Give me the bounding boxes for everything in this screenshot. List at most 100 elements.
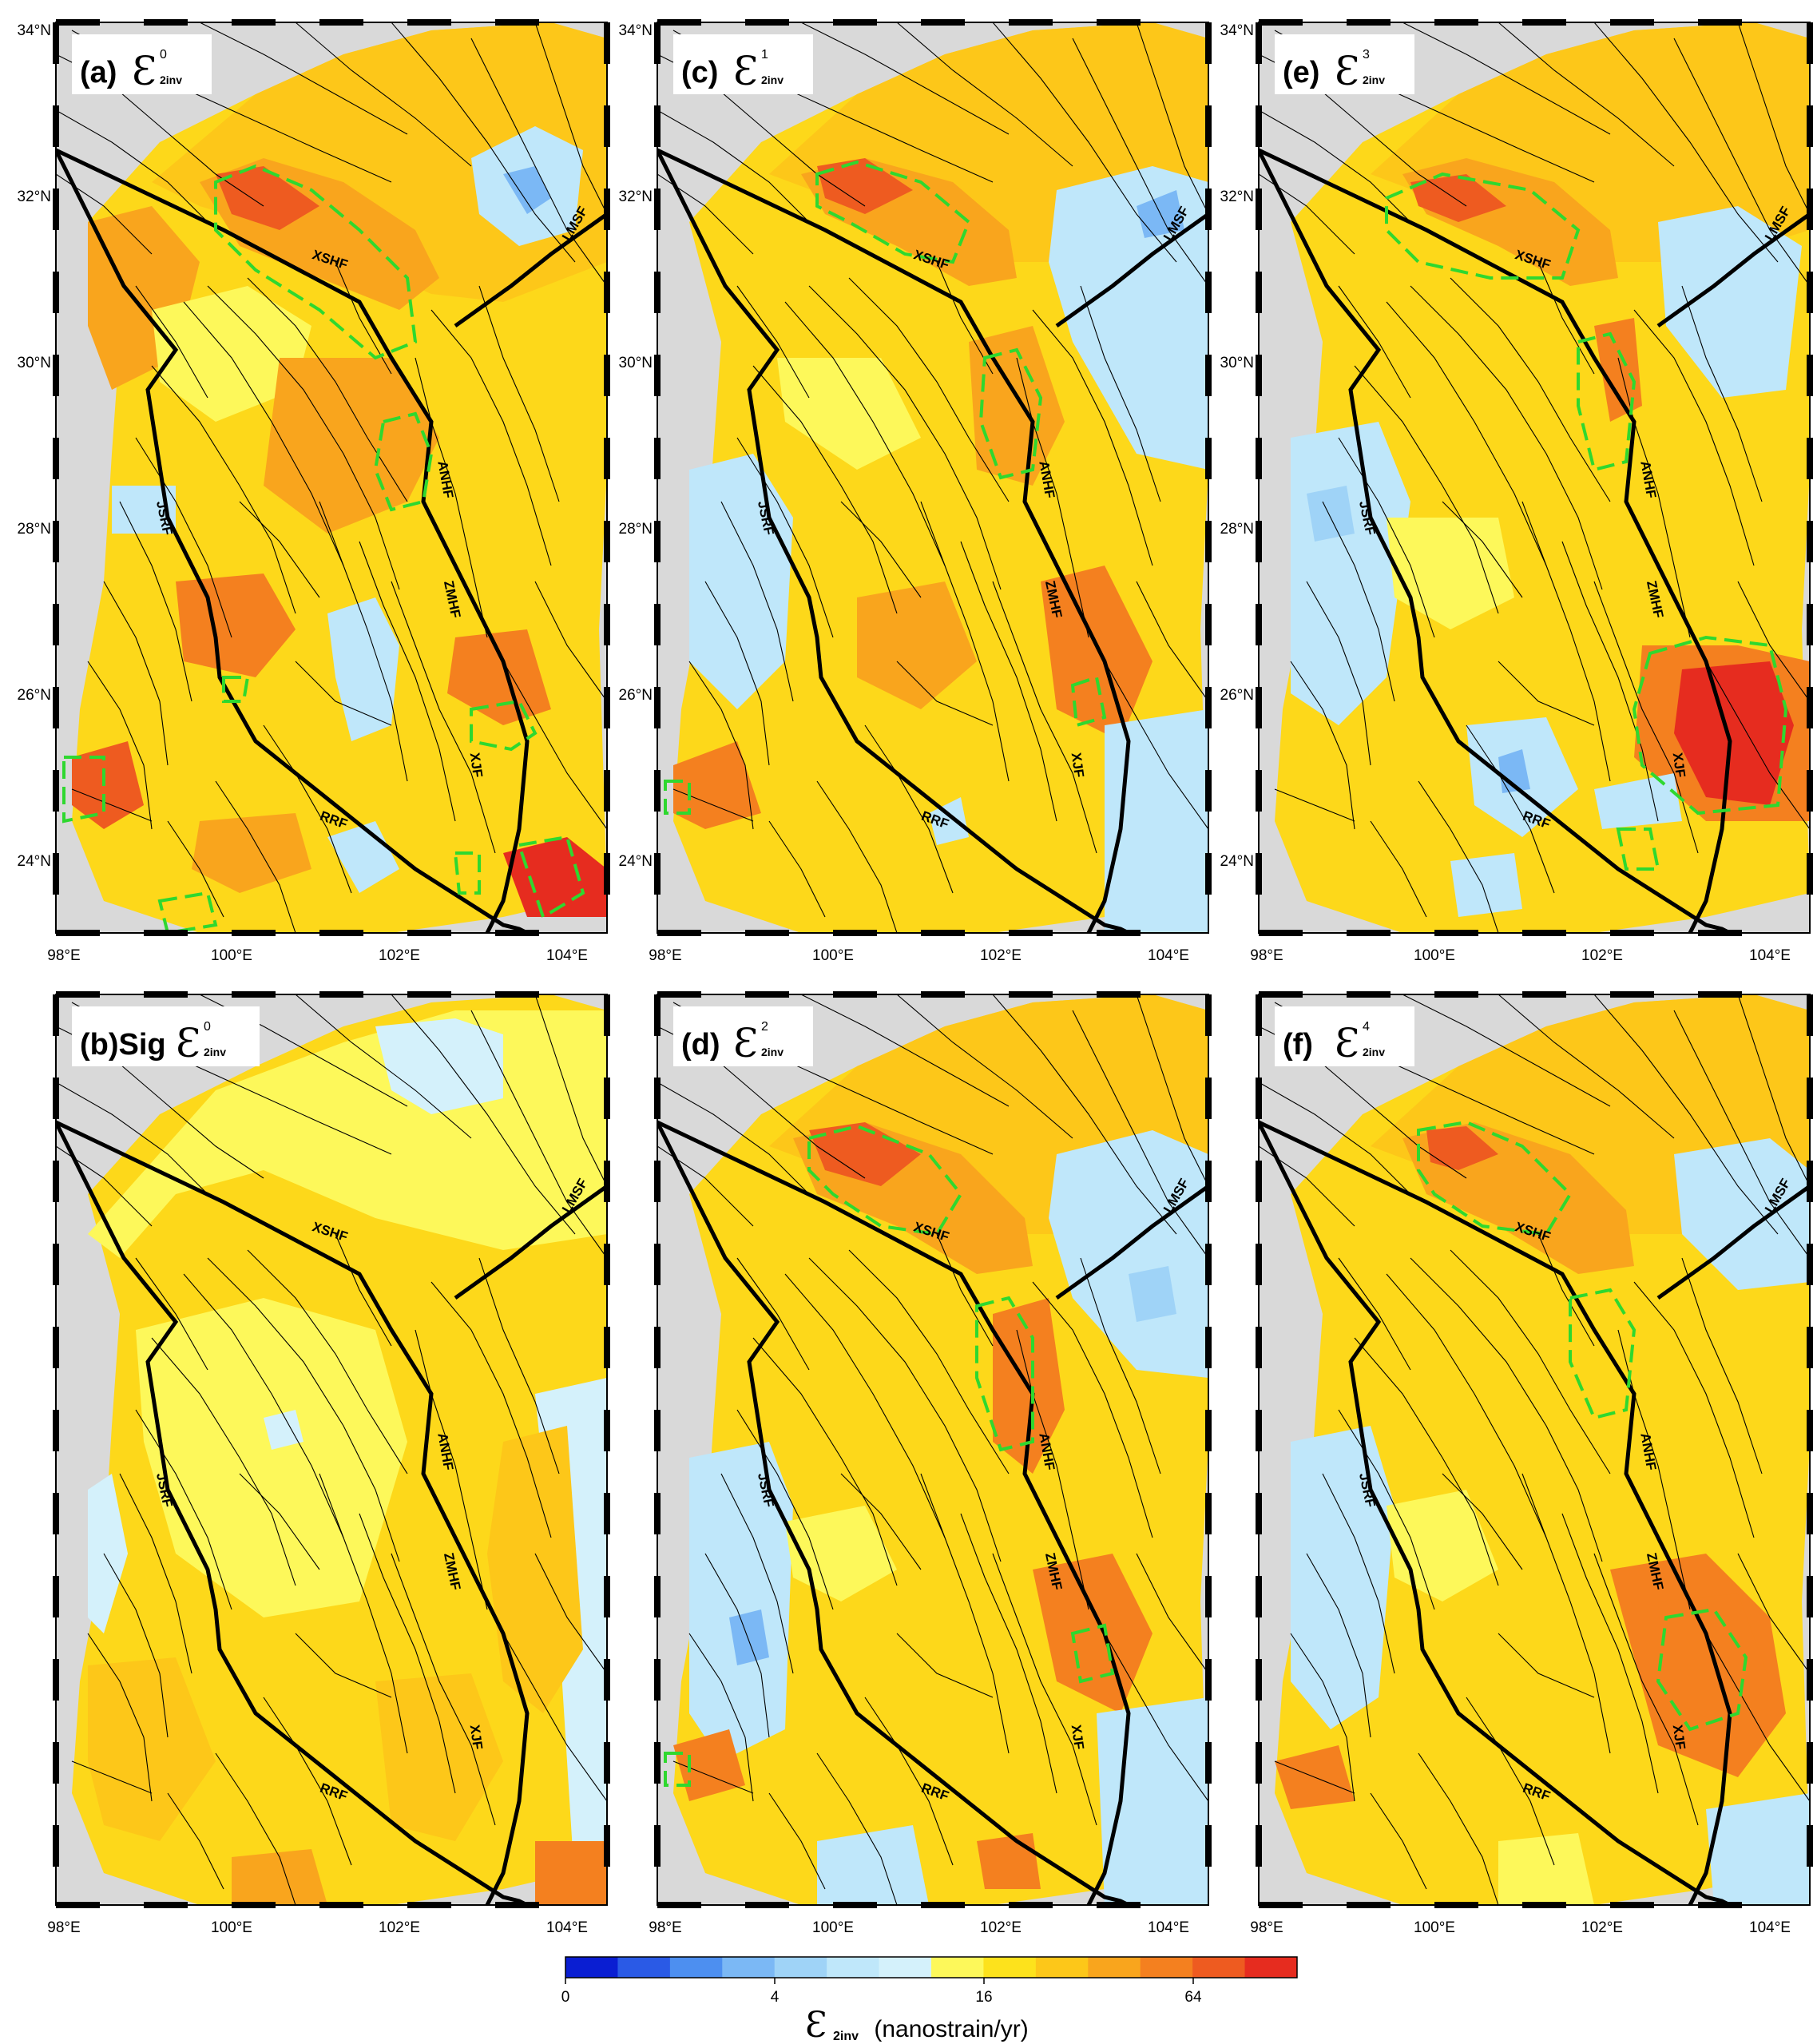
svg-text:0: 0 [160, 48, 167, 62]
svg-text:100°E: 100°E [1414, 947, 1455, 964]
panel-label-b: (b)Sig Ɛ 0 2inv [72, 1006, 260, 1066]
svg-text:100°E: 100°E [1414, 1919, 1455, 1936]
svg-text:(a): (a) [80, 56, 117, 89]
svg-text:26°N: 26°N [619, 687, 653, 704]
svg-text:98°E: 98°E [47, 1919, 80, 1936]
panel-f: XSHF LMSF ANHF JSRF ZMHF XJF RRF (f) Ɛ 4… [1255, 990, 1814, 1909]
svg-text:104°E: 104°E [1148, 947, 1189, 964]
svg-text:104°E: 104°E [1148, 1919, 1189, 1936]
colorbar-tick-64: 64 [1184, 1989, 1202, 2006]
colorbar-swatches [565, 1957, 1298, 1978]
svg-text:104°E: 104°E [546, 1919, 588, 1936]
colorbar-title: Ɛ 2inv (nanostrain/yr) [805, 2005, 1029, 2044]
svg-text:34°N: 34°N [1220, 22, 1254, 39]
dashed-outlines-a [62, 164, 585, 933]
svg-text:34°N: 34°N [18, 22, 51, 39]
svg-text:26°N: 26°N [18, 687, 51, 704]
svg-text:3: 3 [1363, 48, 1370, 62]
svg-text:102°E: 102°E [980, 947, 1022, 964]
colorbar: 0 4 16 64 Ɛ 2inv (nanostrain/yr) [561, 1956, 1298, 2044]
svg-text:32°N: 32°N [18, 189, 51, 205]
colorbar-swatch [983, 1957, 1037, 1978]
svg-text:2inv: 2inv [761, 73, 784, 86]
svg-text:XJF: XJF [1069, 1724, 1087, 1751]
svg-text:104°E: 104°E [546, 947, 588, 964]
svg-text:1: 1 [761, 48, 768, 62]
colorbar-swatch [1192, 1957, 1246, 1978]
svg-text:XJF: XJF [467, 752, 486, 779]
colorbar-swatch [827, 1957, 880, 1978]
svg-text:98°E: 98°E [649, 1919, 681, 1936]
panel-label-e: (e) Ɛ 3 2inv [1275, 34, 1414, 94]
svg-text:104°E: 104°E [1749, 947, 1791, 964]
svg-text:98°E: 98°E [1250, 1919, 1283, 1936]
svg-text:Ɛ: Ɛ [733, 48, 758, 94]
svg-text:XJF: XJF [467, 1724, 486, 1751]
svg-text:98°E: 98°E [1250, 947, 1283, 964]
svg-text:XJF: XJF [1670, 1724, 1688, 1751]
svg-text:28°N: 28°N [18, 521, 51, 538]
svg-text:30°N: 30°N [1220, 355, 1254, 371]
svg-text:2inv: 2inv [761, 1046, 784, 1058]
dashed-outlines-d [664, 1124, 1115, 1787]
svg-text:2inv: 2inv [833, 2030, 859, 2043]
svg-text:XJF: XJF [1670, 752, 1688, 779]
svg-text:100°E: 100°E [211, 947, 252, 964]
svg-text:0: 0 [204, 1020, 211, 1034]
lon-labels-bottom-f: 98°E 100°E 102°E 104°E [1250, 1919, 1791, 1936]
colorbar-swatch [722, 1957, 776, 1978]
colorbar-tick-4: 4 [771, 1989, 780, 2006]
panel-c: XSHF LMSF ANHF JSRF ZMHF XJF RRF (c) Ɛ 1… [653, 18, 1212, 937]
svg-text:XJF: XJF [1069, 752, 1087, 779]
colorbar-swatch [931, 1957, 984, 1978]
panel-a: XSHF LMSF ANHF JSRF ZMHF XJF RRF (a) Ɛ 0… [52, 18, 611, 937]
dashed-outlines-e [1385, 172, 1788, 871]
panel-d: XSHF LMSF ANHF JSRF ZMHF XJF RRF (d) Ɛ 2… [653, 990, 1212, 1909]
svg-text:(d): (d) [681, 1028, 720, 1062]
svg-text:Ɛ: Ɛ [176, 1020, 200, 1066]
strain-field-e [1291, 22, 1810, 917]
strain-field-d [673, 994, 1208, 1905]
panel-label-c: (c) Ɛ 1 2inv [673, 34, 813, 94]
svg-text:102°E: 102°E [980, 1919, 1022, 1936]
panel-label-a: (a) Ɛ 0 2inv [72, 34, 212, 94]
svg-text:4: 4 [1363, 1020, 1370, 1034]
svg-text:102°E: 102°E [379, 1919, 420, 1936]
svg-text:102°E: 102°E [1581, 947, 1623, 964]
lon-labels-top-c: 98°E 100°E 102°E 104°E [649, 947, 1189, 964]
dashed-outlines-c [664, 160, 1107, 815]
svg-text:102°E: 102°E [1581, 1919, 1623, 1936]
svg-text:Ɛ: Ɛ [132, 48, 157, 94]
svg-text:(nanostrain/yr): (nanostrain/yr) [867, 2016, 1029, 2042]
svg-text:104°E: 104°E [1749, 1919, 1791, 1936]
svg-text:30°N: 30°N [18, 355, 51, 371]
colorbar-swatch [617, 1957, 671, 1978]
svg-text:24°N: 24°N [619, 853, 653, 870]
svg-text:26°N: 26°N [1220, 687, 1254, 704]
dashed-outlines-f [1417, 1120, 1748, 1732]
panel-label-d: (d) Ɛ 2 2inv [673, 1006, 813, 1066]
svg-text:100°E: 100°E [812, 1919, 854, 1936]
colorbar-tick-16: 16 [975, 1989, 992, 2006]
lat-labels-c: 34°N 32°N 30°N 28°N 26°N 24°N [619, 22, 653, 870]
strain-field-a [72, 22, 607, 917]
svg-text:(e): (e) [1283, 56, 1319, 89]
colorbar-swatch [774, 1957, 827, 1978]
panel-label-f: (f) Ɛ 4 2inv [1275, 1006, 1414, 1066]
svg-text:102°E: 102°E [379, 947, 420, 964]
svg-text:28°N: 28°N [1220, 521, 1254, 538]
svg-text:2inv: 2inv [204, 1046, 226, 1058]
colorbar-swatch [565, 1957, 618, 1978]
colorbar-swatch [879, 1957, 932, 1978]
svg-text:100°E: 100°E [211, 1919, 252, 1936]
lon-labels-top-a: 98°E 100°E 102°E 104°E [47, 947, 588, 964]
svg-text:24°N: 24°N [1220, 853, 1254, 870]
colorbar-swatch [1244, 1957, 1298, 1978]
lon-labels-bottom-d: 98°E 100°E 102°E 104°E [649, 1919, 1189, 1936]
svg-text:Ɛ: Ɛ [733, 1020, 758, 1066]
svg-text:98°E: 98°E [649, 947, 681, 964]
svg-text:2inv: 2inv [1363, 1046, 1385, 1058]
svg-text:2: 2 [761, 1020, 768, 1034]
colorbar-swatch [669, 1957, 723, 1978]
svg-text:30°N: 30°N [619, 355, 653, 371]
